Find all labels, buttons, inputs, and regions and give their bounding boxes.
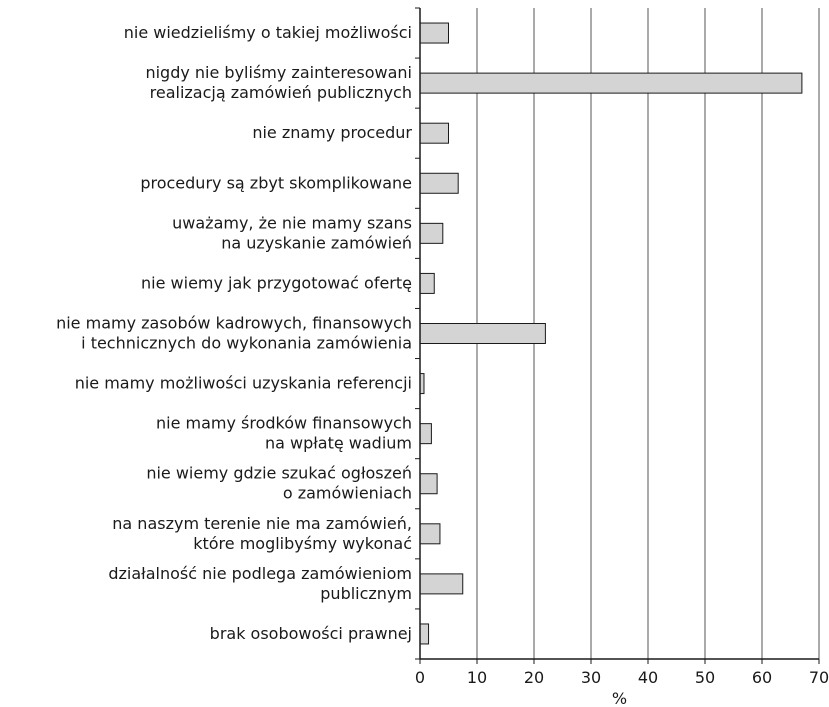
category-label-line: nie wiemy gdzie szukać ogłoszeń (146, 464, 412, 483)
bar (419, 423, 432, 445)
bar (419, 523, 441, 545)
category-label-line: działalność nie podlega zamówieniom (108, 564, 412, 583)
category-label: uważamy, że nie mamy szans na uzyskanie z… (172, 213, 412, 252)
bars (419, 22, 803, 645)
x-axis-title: % (612, 689, 627, 707)
bar (419, 122, 449, 144)
category-label-line: nie mamy środków finansowych (156, 414, 412, 433)
category-label-line: na naszym terenie nie ma zamówień, (112, 514, 412, 533)
x-tick-label: 0 (415, 668, 425, 687)
category-label-line: nie znamy procedur (252, 123, 412, 142)
bar (419, 22, 449, 44)
category-label: nie wiemy jak przygotować ofertę (141, 273, 412, 292)
category-label: nie wiedzieliśmy o takiej możliwości (124, 23, 412, 42)
bar (419, 573, 464, 595)
category-label-line: publicznym (320, 584, 412, 603)
x-tick-label: 20 (524, 668, 544, 687)
category-label-line: realizacją zamówień publicznych (150, 83, 412, 102)
category-label-line: o zamówieniach (283, 484, 412, 503)
category-label: na naszym terenie nie ma zamówień, które … (112, 514, 412, 553)
x-tick-label: 60 (752, 668, 772, 687)
bar (419, 323, 546, 344)
bar (419, 272, 435, 294)
category-label: działalność nie podlega zamówieniom publi… (108, 564, 412, 603)
category-label-line: procedury są zbyt skomplikowane (140, 173, 412, 192)
category-label-line: uważamy, że nie mamy szans (172, 213, 412, 232)
category-label-line: nie mamy zasobów kadrowych, finansowych (56, 314, 412, 333)
bar (419, 222, 444, 244)
category-label: procedury są zbyt skomplikowane (140, 173, 412, 192)
category-label: nie znamy procedur (252, 123, 412, 142)
category-label-line: nie mamy możliwości uzyskania referencji (75, 374, 412, 393)
category-labels: nie wiedzieliśmy o takiej możliwości nigd… (56, 23, 412, 643)
category-label-line: na wpłatę wadium (265, 434, 412, 453)
x-tick-label: 40 (638, 668, 658, 687)
category-label: brak osobowości prawnej (210, 624, 412, 643)
category-label: nie wiemy gdzie szukać ogłoszeń o zamówie… (146, 464, 412, 503)
x-tick-label: 50 (695, 668, 715, 687)
category-label-line: nie wiedzieliśmy o takiej możliwości (124, 23, 412, 42)
category-label-line: na uzyskanie zamówień (221, 233, 412, 252)
x-tick-labels: 0 10 20 30 40 50 60 70 (415, 668, 829, 687)
category-label: nigdy nie byliśmy zainteresowani realizac… (145, 63, 412, 102)
axes (415, 7, 820, 664)
bar (419, 473, 438, 495)
category-label: nie mamy środków finansowych na wpłatę wa… (156, 414, 412, 453)
bar (419, 623, 430, 645)
x-tick-label: 30 (581, 668, 601, 687)
x-tick-label: 10 (467, 668, 487, 687)
bar (419, 172, 459, 194)
category-label-line: i technicznych do wykonania zamówienia (81, 334, 412, 353)
category-label-line: które moglibyśmy wykonać (193, 534, 412, 553)
category-label-line: nigdy nie byliśmy zainteresowani (145, 63, 412, 82)
grid-lines (476, 8, 820, 659)
category-label-line: nie wiemy jak przygotować ofertę (141, 273, 412, 292)
bar (419, 72, 803, 94)
category-label-line: brak osobowości prawnej (210, 624, 412, 643)
x-tick-label: 70 (809, 668, 829, 687)
category-label: nie mamy zasobów kadrowych, finansowych i… (56, 314, 412, 353)
category-label: nie mamy możliwości uzyskania referencji (75, 374, 412, 393)
